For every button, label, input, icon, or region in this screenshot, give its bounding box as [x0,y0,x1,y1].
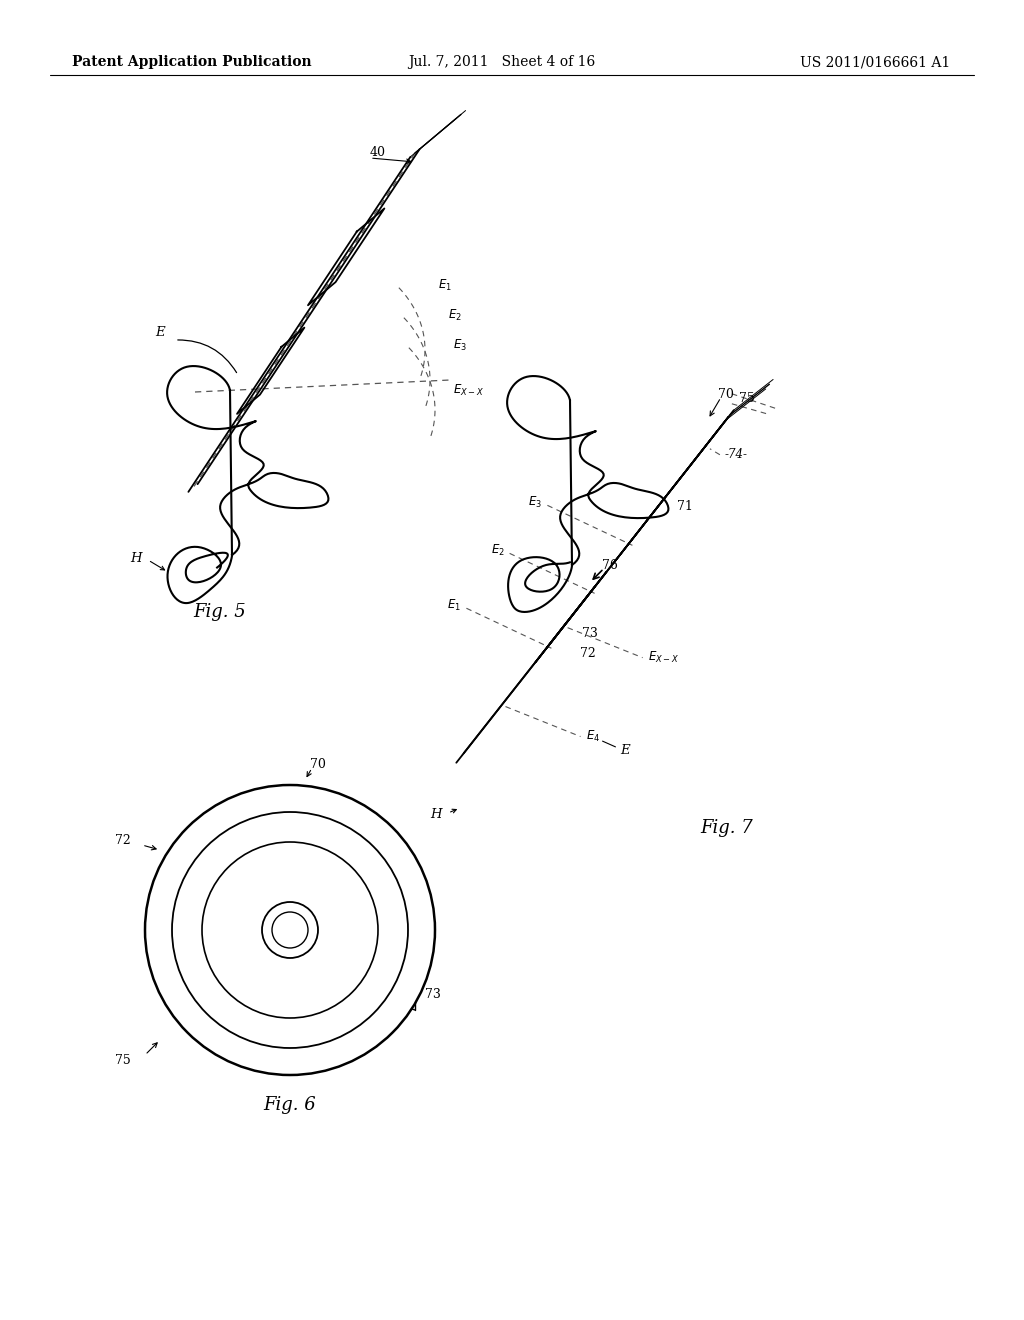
Text: E: E [155,326,165,339]
Text: $E_1$: $E_1$ [447,598,462,612]
Text: 76: 76 [602,558,617,572]
Text: 70: 70 [310,759,326,771]
Ellipse shape [272,912,308,948]
Text: Jul. 7, 2011   Sheet 4 of 16: Jul. 7, 2011 Sheet 4 of 16 [408,55,595,69]
Text: $E_3$: $E_3$ [528,495,543,510]
Text: Fig. 7: Fig. 7 [700,818,753,837]
Text: H: H [130,552,141,565]
Text: 75: 75 [739,392,755,405]
Text: 75: 75 [115,1053,131,1067]
Text: 70: 70 [718,388,734,401]
Text: -74-: -74- [268,912,291,924]
Text: Fig. 6: Fig. 6 [263,1096,316,1114]
Text: $E_4$: $E_4$ [586,729,600,744]
Text: 72: 72 [580,647,596,660]
Text: $E_{X-X}$: $E_{X-X}$ [453,383,484,397]
Text: -74-: -74- [725,449,748,461]
Ellipse shape [202,842,378,1018]
Text: Patent Application Publication: Patent Application Publication [72,55,311,69]
Text: H: H [430,808,441,821]
Text: $E_2$: $E_2$ [490,543,505,558]
Text: $E_3$: $E_3$ [453,338,467,354]
Text: 73: 73 [582,627,598,640]
Text: $E_{X-X}$: $E_{X-X}$ [647,651,679,665]
Text: Fig. 5: Fig. 5 [194,603,247,620]
Ellipse shape [145,785,435,1074]
Text: 71: 71 [393,944,409,957]
Text: 73: 73 [425,989,441,1002]
Text: 72: 72 [115,833,131,846]
Text: $E_1$: $E_1$ [438,279,452,293]
Text: 71: 71 [678,500,693,512]
Ellipse shape [262,902,318,958]
Text: $E_2$: $E_2$ [449,308,462,323]
Text: US 2011/0166661 A1: US 2011/0166661 A1 [800,55,950,69]
Text: E: E [620,743,630,756]
Ellipse shape [172,812,408,1048]
Text: 40: 40 [370,147,386,160]
